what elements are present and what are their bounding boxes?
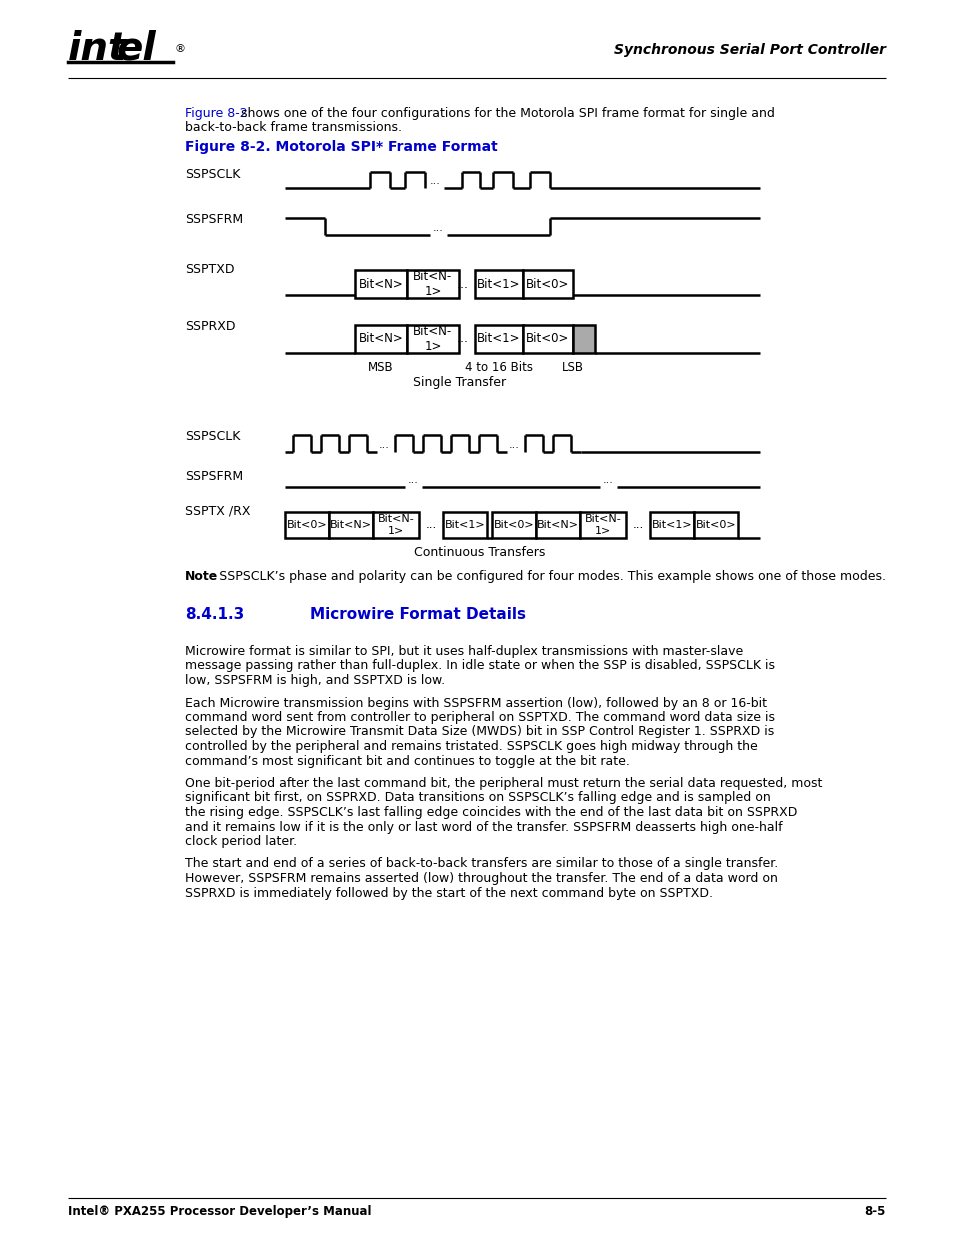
- Text: ...: ...: [509, 440, 519, 450]
- Bar: [573, 325, 595, 353]
- Text: Bit<N>: Bit<N>: [358, 332, 403, 346]
- Text: SSPTXD: SSPTXD: [185, 263, 234, 275]
- Text: Bit<1>: Bit<1>: [476, 278, 520, 290]
- Bar: [522, 270, 573, 298]
- Bar: [693, 513, 738, 538]
- Text: Bit<N-
1>: Bit<N- 1>: [413, 325, 452, 353]
- Text: Bit<1>: Bit<1>: [444, 520, 485, 530]
- Text: Microwire format is similar to SPI, but it uses half-duplex transmissions with m: Microwire format is similar to SPI, but …: [185, 645, 742, 658]
- Bar: [579, 513, 625, 538]
- Text: SSPSCLK: SSPSCLK: [185, 430, 240, 443]
- Text: MSB: MSB: [368, 361, 394, 374]
- Text: back-to-back frame transmissions.: back-to-back frame transmissions.: [185, 121, 401, 135]
- Text: Synchronous Serial Port Controller: Synchronous Serial Port Controller: [614, 43, 885, 57]
- Text: Intel® PXA255 Processor Developer’s Manual: Intel® PXA255 Processor Developer’s Manu…: [68, 1205, 371, 1218]
- Text: Bit<0>: Bit<0>: [526, 332, 569, 346]
- Text: ...: ...: [456, 332, 469, 346]
- Text: ...: ...: [433, 224, 443, 233]
- Text: SSPRXD is immediately followed by the start of the next command byte on SSPTXD.: SSPRXD is immediately followed by the st…: [185, 887, 712, 899]
- Text: Bit<0>: Bit<0>: [493, 520, 534, 530]
- Text: LSB: LSB: [561, 361, 583, 374]
- Text: Bit<N>: Bit<N>: [537, 520, 578, 530]
- Text: Bit<1>: Bit<1>: [476, 332, 520, 346]
- Text: 4 to 16 Bits: 4 to 16 Bits: [464, 361, 533, 374]
- Text: Bit<N-
1>: Bit<N- 1>: [584, 514, 620, 536]
- Bar: [373, 513, 418, 538]
- Text: ...: ...: [632, 519, 643, 531]
- Bar: [522, 325, 573, 353]
- Bar: [407, 325, 458, 353]
- Text: Continuous Transfers: Continuous Transfers: [414, 546, 545, 559]
- Text: controlled by the peripheral and remains tristated. SSPSCLK goes high midway thr: controlled by the peripheral and remains…: [185, 740, 757, 753]
- Text: Figure 8-2. Motorola SPI* Frame Format: Figure 8-2. Motorola SPI* Frame Format: [185, 140, 497, 154]
- Text: the rising edge. SSPSCLK’s last falling edge coincides with the end of the last : the rising edge. SSPSCLK’s last falling …: [185, 806, 797, 819]
- Bar: [355, 270, 407, 298]
- Text: Bit<1>: Bit<1>: [651, 520, 692, 530]
- Text: SSPRXD: SSPRXD: [185, 320, 235, 333]
- Text: Bit<0>: Bit<0>: [526, 278, 569, 290]
- Text: Note: Note: [185, 571, 218, 583]
- Text: Figure 8-2: Figure 8-2: [185, 107, 248, 120]
- Text: significant bit first, on SSPRXD. Data transitions on SSPSCLK’s falling edge and: significant bit first, on SSPRXD. Data t…: [185, 792, 770, 804]
- Text: ®: ®: [174, 44, 186, 54]
- Text: ...: ...: [456, 278, 469, 290]
- Text: int: int: [68, 30, 128, 68]
- Bar: [442, 513, 486, 538]
- Text: ...: ...: [425, 519, 436, 531]
- Bar: [475, 325, 522, 353]
- Text: Bit<0>: Bit<0>: [287, 520, 327, 530]
- Bar: [475, 270, 522, 298]
- Text: ...: ...: [408, 475, 418, 485]
- Text: : SSPSCLK’s phase and polarity can be configured for four modes. This example sh: : SSPSCLK’s phase and polarity can be co…: [211, 571, 885, 583]
- Text: Bit<N-
1>: Bit<N- 1>: [377, 514, 414, 536]
- Text: Single Transfer: Single Transfer: [413, 375, 506, 389]
- Text: command word sent from controller to peripheral on SSPTXD. The command word data: command word sent from controller to per…: [185, 711, 774, 724]
- Text: Bit<N-
1>: Bit<N- 1>: [413, 270, 452, 298]
- Text: ...: ...: [378, 440, 390, 450]
- Text: clock period later.: clock period later.: [185, 835, 296, 848]
- Text: Bit<N>: Bit<N>: [358, 278, 403, 290]
- Bar: [329, 513, 373, 538]
- Text: 8.4.1.3: 8.4.1.3: [185, 606, 244, 622]
- Bar: [536, 513, 579, 538]
- Text: Each Microwire transmission begins with SSPSFRM assertion (low), followed by an : Each Microwire transmission begins with …: [185, 697, 766, 709]
- Bar: [492, 513, 536, 538]
- Text: selected by the Microwire Transmit Data Size (MWDS) bit in SSP Control Register : selected by the Microwire Transmit Data …: [185, 725, 774, 739]
- Text: SSPSFRM: SSPSFRM: [185, 212, 243, 226]
- Text: 8-5: 8-5: [863, 1205, 885, 1218]
- Text: low, SSPSFRM is high, and SSPTXD is low.: low, SSPSFRM is high, and SSPTXD is low.: [185, 674, 445, 687]
- Text: The start and end of a series of back-to-back transfers are similar to those of : The start and end of a series of back-to…: [185, 857, 778, 871]
- Text: Microwire Format Details: Microwire Format Details: [310, 606, 525, 622]
- Text: SSPTX /RX: SSPTX /RX: [185, 505, 251, 517]
- Text: SSPSCLK: SSPSCLK: [185, 168, 240, 182]
- Text: ...: ...: [602, 475, 613, 485]
- Text: SSPSFRM: SSPSFRM: [185, 471, 243, 483]
- Text: el: el: [117, 30, 156, 68]
- Text: command’s most significant bit and continues to toggle at the bit rate.: command’s most significant bit and conti…: [185, 755, 629, 767]
- Bar: [355, 325, 407, 353]
- Text: ...: ...: [430, 177, 440, 186]
- Bar: [407, 270, 458, 298]
- Bar: [285, 513, 329, 538]
- Text: shows one of the four configurations for the Motorola SPI frame format for singl: shows one of the four configurations for…: [236, 107, 774, 120]
- Text: One bit-period after the last command bit, the peripheral must return the serial: One bit-period after the last command bi…: [185, 777, 821, 790]
- Text: and it remains low if it is the only or last word of the transfer. SSPSFRM deass: and it remains low if it is the only or …: [185, 820, 781, 834]
- Text: Bit<0>: Bit<0>: [695, 520, 736, 530]
- Text: message passing rather than full-duplex. In idle state or when the SSP is disabl: message passing rather than full-duplex.…: [185, 659, 774, 673]
- Text: However, SSPSFRM remains asserted (low) throughout the transfer. The end of a da: However, SSPSFRM remains asserted (low) …: [185, 872, 777, 885]
- Bar: [649, 513, 693, 538]
- Text: Bit<N>: Bit<N>: [330, 520, 372, 530]
